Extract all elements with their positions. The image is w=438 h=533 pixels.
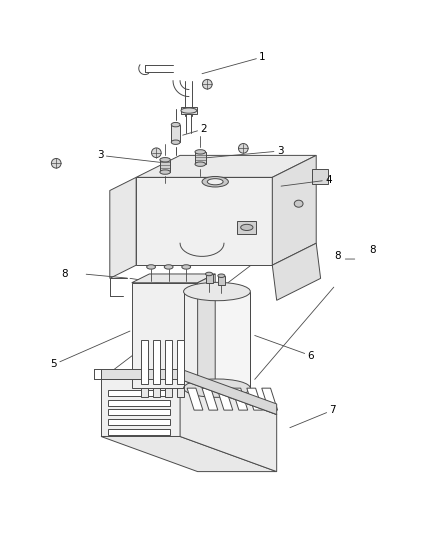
Text: 5: 5 [50,331,130,369]
Bar [153,388,160,397]
Polygon shape [198,274,215,388]
Bar [312,168,328,184]
Bar [108,419,170,425]
Bar [108,400,170,406]
Text: 3: 3 [97,150,161,163]
Polygon shape [272,156,316,265]
Polygon shape [180,369,277,415]
Text: 8: 8 [61,269,68,279]
Ellipse shape [171,123,180,127]
Polygon shape [272,243,321,300]
Ellipse shape [164,265,173,269]
Ellipse shape [205,272,212,276]
Ellipse shape [195,150,205,154]
Bar [195,152,205,164]
Bar [181,107,197,114]
Bar [177,340,184,384]
Polygon shape [184,292,251,388]
Polygon shape [136,177,272,265]
Ellipse shape [218,274,225,278]
Polygon shape [110,177,136,278]
Bar [141,388,148,397]
Bar [108,429,170,435]
Ellipse shape [171,140,180,144]
Circle shape [202,79,212,89]
Polygon shape [101,369,180,379]
Bar [141,340,148,384]
Ellipse shape [182,265,191,269]
Ellipse shape [147,265,155,269]
Ellipse shape [195,162,205,166]
Ellipse shape [160,170,170,174]
Circle shape [238,143,248,153]
Text: 8: 8 [334,252,340,261]
Polygon shape [262,388,278,410]
Circle shape [152,148,161,158]
Polygon shape [101,379,180,437]
Ellipse shape [160,158,170,162]
Bar [160,160,170,172]
Bar [205,274,212,282]
Bar [165,340,172,384]
Ellipse shape [202,176,228,187]
Ellipse shape [207,179,223,185]
Text: 7: 7 [290,405,336,427]
Ellipse shape [184,282,251,301]
Polygon shape [217,388,233,410]
Polygon shape [101,437,277,472]
Polygon shape [136,156,316,177]
Polygon shape [132,282,198,388]
Ellipse shape [184,379,251,397]
Bar [237,221,257,233]
Ellipse shape [181,108,197,113]
Ellipse shape [294,200,303,207]
Text: 1: 1 [202,52,266,74]
Polygon shape [232,388,248,410]
Text: 4: 4 [281,175,332,186]
Bar [177,388,184,397]
Text: 3: 3 [204,146,283,158]
Bar [165,388,172,397]
Polygon shape [202,388,218,410]
Polygon shape [247,388,263,410]
Bar [108,409,170,415]
Text: 8: 8 [369,245,375,255]
Text: 6: 6 [255,335,314,361]
Text: 2: 2 [183,124,207,135]
Bar [218,276,225,285]
Ellipse shape [240,224,253,230]
Bar [153,340,160,384]
Bar [108,390,170,396]
Polygon shape [132,274,215,282]
Bar [171,125,180,142]
Circle shape [51,158,61,168]
Polygon shape [187,388,203,410]
Polygon shape [180,379,277,472]
